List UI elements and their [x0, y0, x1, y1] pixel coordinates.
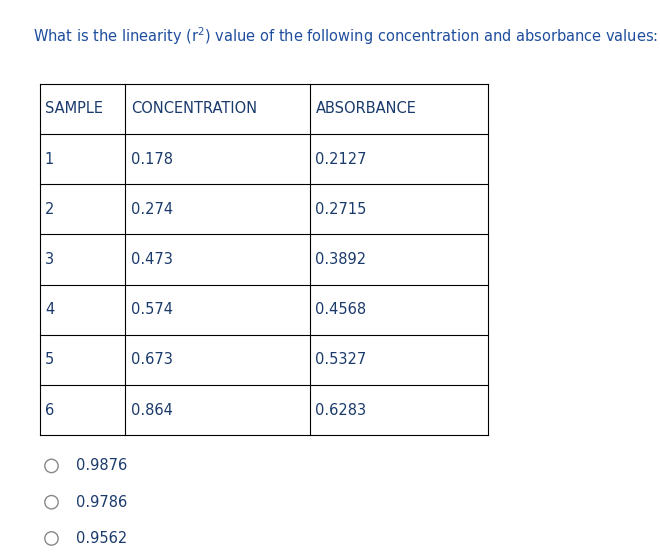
Text: 5: 5	[45, 353, 54, 367]
Text: 0.274: 0.274	[131, 202, 173, 217]
Text: 4: 4	[45, 302, 54, 317]
Text: 0.473: 0.473	[131, 252, 172, 267]
Text: 2: 2	[45, 202, 54, 217]
Text: 0.178: 0.178	[131, 152, 173, 166]
Text: 0.574: 0.574	[131, 302, 173, 317]
Text: 0.864: 0.864	[131, 403, 172, 417]
Text: 0.9562: 0.9562	[76, 531, 127, 546]
Text: What is the linearity (r$^2$) value of the following concentration and absorbanc: What is the linearity (r$^2$) value of t…	[33, 25, 658, 47]
Text: 3: 3	[45, 252, 54, 267]
Text: 0.673: 0.673	[131, 353, 172, 367]
Text: 1: 1	[45, 152, 54, 166]
Text: 0.3892: 0.3892	[315, 252, 366, 267]
Text: 6: 6	[45, 403, 54, 417]
Text: 0.5327: 0.5327	[315, 353, 367, 367]
Text: CONCENTRATION: CONCENTRATION	[131, 102, 257, 116]
Text: 0.6283: 0.6283	[315, 403, 366, 417]
Text: SAMPLE: SAMPLE	[45, 102, 103, 116]
Text: 0.2127: 0.2127	[315, 152, 367, 166]
Text: 0.9876: 0.9876	[76, 459, 127, 473]
Text: 0.9786: 0.9786	[76, 495, 127, 509]
Text: 0.4568: 0.4568	[315, 302, 366, 317]
Text: ABSORBANCE: ABSORBANCE	[315, 102, 416, 116]
Text: 0.2715: 0.2715	[315, 202, 367, 217]
